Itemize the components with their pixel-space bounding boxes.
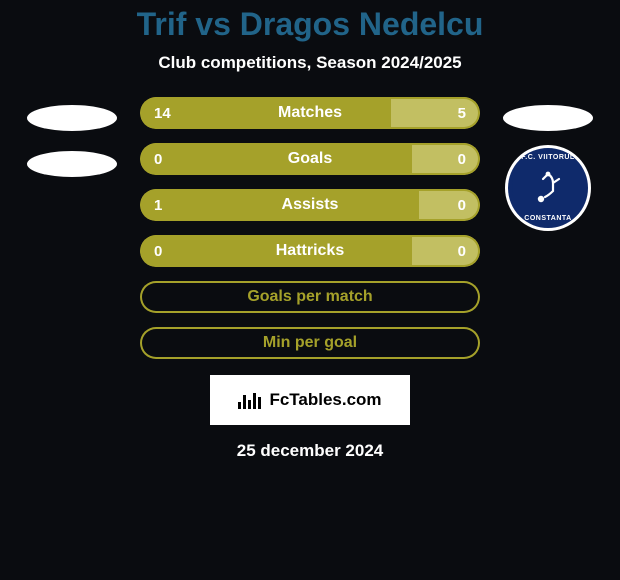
page-root: Trif vs Dragos Nedelcu Club competitions… xyxy=(0,0,620,580)
stat-left-value: 1 xyxy=(140,189,419,221)
stat-left-value: 14 xyxy=(140,97,391,129)
stat-right-value: 0 xyxy=(412,143,480,175)
stat-right-value: 5 xyxy=(391,97,480,129)
stat-left-value: 0 xyxy=(140,143,412,175)
stat-right-value: 0 xyxy=(412,235,480,267)
right-side: F.C. VIITORUL CONSTANTA xyxy=(498,97,598,231)
club-top-text: F.C. VIITORUL xyxy=(521,154,574,161)
stats-column: 145Matches 00Goals 10Assists 00Hattricks Goa… xyxy=(140,97,480,359)
stat-right-value: 0 xyxy=(419,189,480,221)
page-title: Trif vs Dragos Nedelcu xyxy=(0,6,620,43)
content-area: 145Matches 00Goals 10Assists 00Hattricks Goa… xyxy=(0,97,620,359)
page-subtitle: Club competitions, Season 2024/2025 xyxy=(0,53,620,73)
left-player-placeholder xyxy=(27,105,117,131)
club-badge-inner: F.C. VIITORUL CONSTANTA xyxy=(512,152,584,224)
stat-row-matches: 145Matches xyxy=(140,97,480,129)
stat-row-assists: 10Assists xyxy=(140,189,480,221)
right-player-placeholder xyxy=(503,105,593,131)
stat-left-value: 0 xyxy=(140,235,412,267)
stat-row-min-per-goal: Min per goal xyxy=(140,327,480,359)
footer-brand-text: FcTables.com xyxy=(269,390,381,410)
stat-row-hattricks: 00Hattricks xyxy=(140,235,480,267)
right-club-badge: F.C. VIITORUL CONSTANTA xyxy=(505,145,591,231)
club-badge-figure xyxy=(535,161,561,215)
left-club-placeholder xyxy=(27,151,117,177)
footer-date: 25 december 2024 xyxy=(0,441,620,461)
footer-brand-badge: FcTables.com xyxy=(210,375,410,425)
stat-row-goals: 00Goals xyxy=(140,143,480,175)
club-bottom-text: CONSTANTA xyxy=(524,215,571,222)
left-side xyxy=(22,97,122,177)
chart-icon xyxy=(238,391,261,409)
stat-row-goals-per-match: Goals per match xyxy=(140,281,480,313)
